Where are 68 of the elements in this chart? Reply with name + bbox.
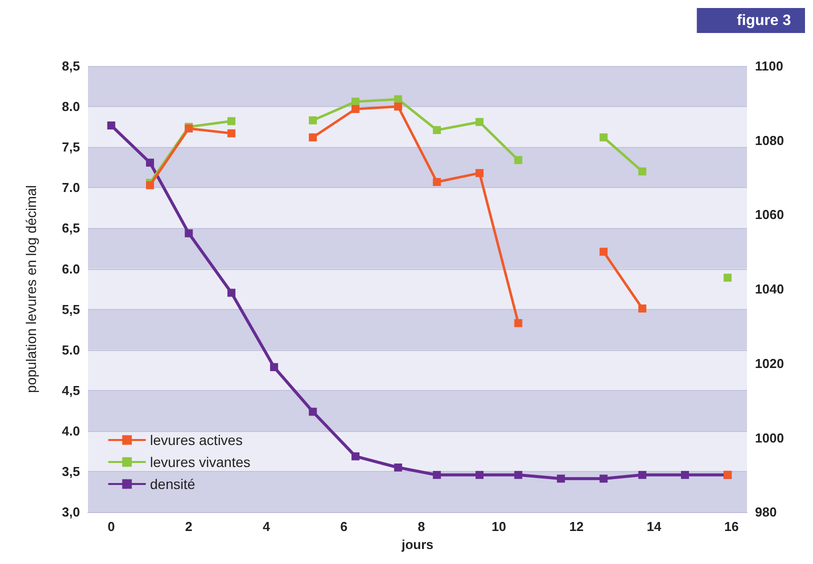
point: [146, 158, 154, 167]
x-tick-label: 10: [492, 519, 506, 534]
point: [556, 474, 565, 483]
x-tick-label: 4: [262, 519, 271, 534]
y-tick-label: 3,5: [62, 464, 80, 480]
y2-tick-label: 1080: [755, 132, 784, 148]
y-tick-label: 6.0: [62, 261, 80, 276]
x-tick-label: 6: [340, 519, 348, 534]
point: [638, 167, 646, 176]
legend-label: levures vivantes: [150, 454, 250, 470]
y2-tick-label: 980: [755, 504, 777, 520]
point: [227, 288, 236, 297]
y-axis-title: population levures en log décimal: [23, 185, 39, 393]
y2-tick-label: 1040: [755, 282, 784, 297]
point: [638, 304, 646, 313]
point: [308, 133, 317, 142]
point: [146, 181, 154, 190]
y-tick-label: 5,5: [62, 302, 80, 317]
point: [227, 117, 236, 126]
y-tick-label: 7.0: [62, 180, 80, 196]
x-tick-label: 8: [418, 519, 425, 534]
point: [227, 129, 236, 138]
point: [394, 463, 402, 472]
point: [638, 470, 646, 479]
point: [476, 169, 484, 178]
y2-tick-label: 1100: [755, 58, 784, 74]
point: [184, 229, 193, 238]
point: [351, 104, 360, 113]
y-tick-label: 5.0: [62, 342, 80, 358]
point: [724, 274, 732, 282]
point: [432, 126, 441, 134]
y-tick-label: 3,0: [62, 504, 80, 520]
point: [514, 156, 522, 164]
point: [270, 363, 278, 372]
point: [351, 98, 360, 106]
point: [308, 116, 317, 124]
point: [476, 118, 484, 126]
chart-title: figure 3: [736, 12, 792, 29]
point: [600, 474, 608, 483]
point: [680, 470, 689, 479]
point: [600, 133, 608, 142]
point: [351, 452, 360, 460]
point: [432, 470, 441, 479]
point: [476, 470, 484, 479]
point: [600, 248, 608, 256]
x-axis-title: jours: [400, 537, 434, 552]
legend-label: densité: [150, 476, 196, 492]
legend-label: levures actives: [150, 432, 243, 448]
y-tick-label: 8,5: [62, 58, 80, 74]
point: [514, 319, 522, 328]
point: [432, 178, 441, 186]
y-tick-label: 4.0: [62, 423, 80, 438]
point: [308, 408, 317, 416]
y-tick-label: 7,5: [62, 140, 80, 155]
y-tick-label: 4,5: [62, 382, 80, 398]
x-tick-label: 16: [724, 519, 739, 534]
x-tick-label: 2: [185, 519, 192, 534]
point: [107, 121, 116, 130]
y2-tick-label: 1020: [755, 356, 784, 371]
x-tick-label: 12: [569, 519, 584, 534]
y-tick-label: 6,5: [62, 220, 80, 236]
x-tick-label: 14: [646, 519, 662, 534]
x-tick-label: 0: [108, 519, 115, 534]
point: [514, 470, 522, 479]
y2-tick-label: 1060: [755, 207, 784, 222]
y-tick-label: 8.0: [62, 99, 80, 114]
y2-tick-label: 1000: [755, 430, 784, 446]
point: [394, 102, 402, 111]
